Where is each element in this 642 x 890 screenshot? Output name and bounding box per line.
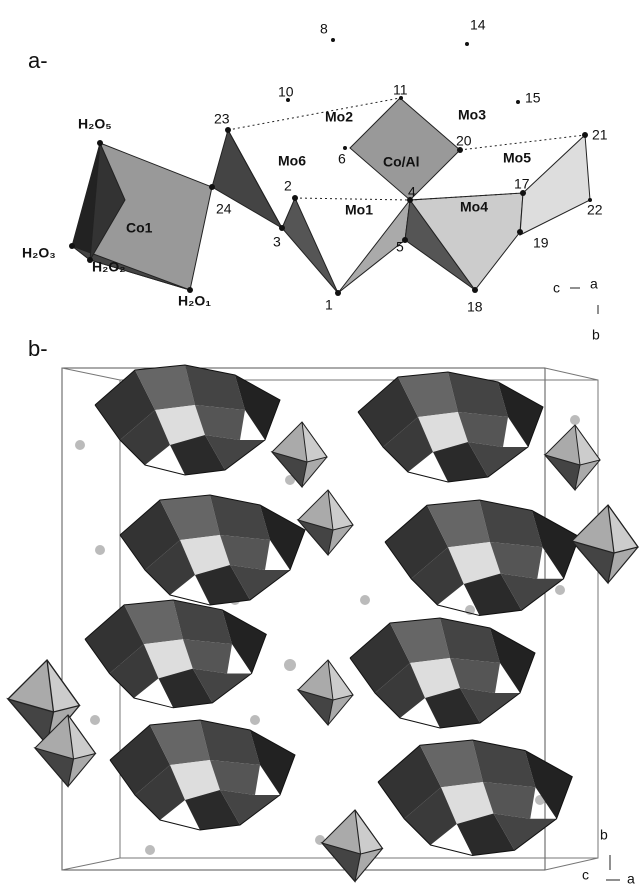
structure-shape	[460, 135, 585, 150]
figure: a- 8 14 10 11 15 Mo2 Mo3 23 21 H₂O₅ Mo6 …	[0, 0, 642, 890]
atom	[90, 715, 100, 725]
structure-shape	[95, 365, 280, 475]
atom-label: Co/Al	[383, 154, 420, 170]
atom-label: 18	[467, 299, 483, 315]
atom	[472, 287, 478, 293]
structure-shape	[378, 740, 572, 856]
atom	[225, 127, 231, 133]
atom-label: 8	[320, 21, 328, 37]
atom-label: H₂O₁	[178, 293, 211, 309]
axis-label: a	[627, 871, 635, 887]
atom-label: Mo4	[460, 199, 488, 215]
atom-label: Mo2	[325, 109, 353, 125]
atom	[343, 146, 347, 150]
atom-label: H₂O₂	[92, 259, 125, 275]
atom-label: 3	[273, 234, 281, 250]
structure-shape	[85, 600, 266, 708]
structure-shape	[350, 618, 535, 728]
atom	[279, 225, 285, 231]
atom-label: Mo6	[278, 153, 306, 169]
atom-label: 2	[284, 178, 292, 194]
atom	[145, 845, 155, 855]
atom-label: Mo3	[458, 107, 486, 123]
atom	[97, 140, 103, 146]
axis-label: c	[553, 280, 560, 296]
atom-label: Mo1	[345, 202, 373, 218]
atom-label: 1	[325, 297, 333, 313]
atom-label: H₂O₃	[22, 245, 56, 261]
structure-shape	[350, 98, 460, 200]
atom-label: 11	[393, 82, 408, 98]
atom	[335, 290, 341, 296]
atom	[209, 184, 215, 190]
axis-label: b	[592, 327, 600, 343]
structure-shape	[572, 505, 638, 583]
panel-tag: a-	[28, 48, 48, 73]
atom-label: 21	[592, 127, 608, 143]
panel-tag: b-	[28, 336, 48, 361]
structure-shape	[545, 368, 598, 380]
structure-shape	[545, 425, 600, 490]
atom-label: H₂O₅	[78, 116, 112, 132]
atom-label: 10	[278, 84, 294, 100]
structure-shape	[545, 858, 598, 870]
atom-label: 5	[396, 239, 404, 255]
atom-label: 20	[456, 133, 472, 149]
axis-label: b	[600, 827, 608, 843]
atom-label: 24	[216, 201, 232, 217]
atom	[517, 229, 523, 235]
structure-shape	[358, 372, 543, 482]
atom	[250, 715, 260, 725]
atom	[570, 415, 580, 425]
atom	[516, 100, 520, 104]
atom	[331, 38, 335, 42]
structure-shape	[295, 198, 410, 200]
structure-shape	[110, 720, 295, 830]
atom-label: 17	[514, 176, 530, 192]
structure-shape	[62, 368, 120, 380]
axis-label: c	[582, 867, 589, 883]
atom	[292, 195, 298, 201]
structure-shape	[282, 198, 338, 293]
atom-label: Co1	[126, 220, 153, 236]
structure-shape	[385, 500, 579, 616]
atom-label: 19	[533, 235, 549, 251]
atom	[465, 42, 469, 46]
axis-label: a	[590, 276, 598, 292]
structure-shape	[298, 490, 353, 555]
atom	[582, 132, 588, 138]
atom-label: 14	[470, 17, 486, 33]
atom	[360, 595, 370, 605]
atom	[69, 243, 75, 249]
atom-label: Mo5	[503, 150, 531, 166]
structure-shape	[322, 810, 383, 882]
atom	[75, 440, 85, 450]
atom-label: 22	[587, 202, 603, 218]
structure-shape	[62, 858, 120, 870]
atom	[555, 585, 565, 595]
atom-label: 4	[408, 184, 416, 200]
atom-label: 6	[338, 151, 346, 167]
atom-label: 15	[525, 90, 541, 106]
atom-label: 23	[214, 111, 230, 127]
panel-b-structure	[8, 365, 638, 882]
atom	[284, 659, 296, 671]
structure-shape	[298, 660, 353, 725]
atom	[95, 545, 105, 555]
structure-shape	[272, 422, 327, 487]
structure-shape	[120, 495, 305, 605]
